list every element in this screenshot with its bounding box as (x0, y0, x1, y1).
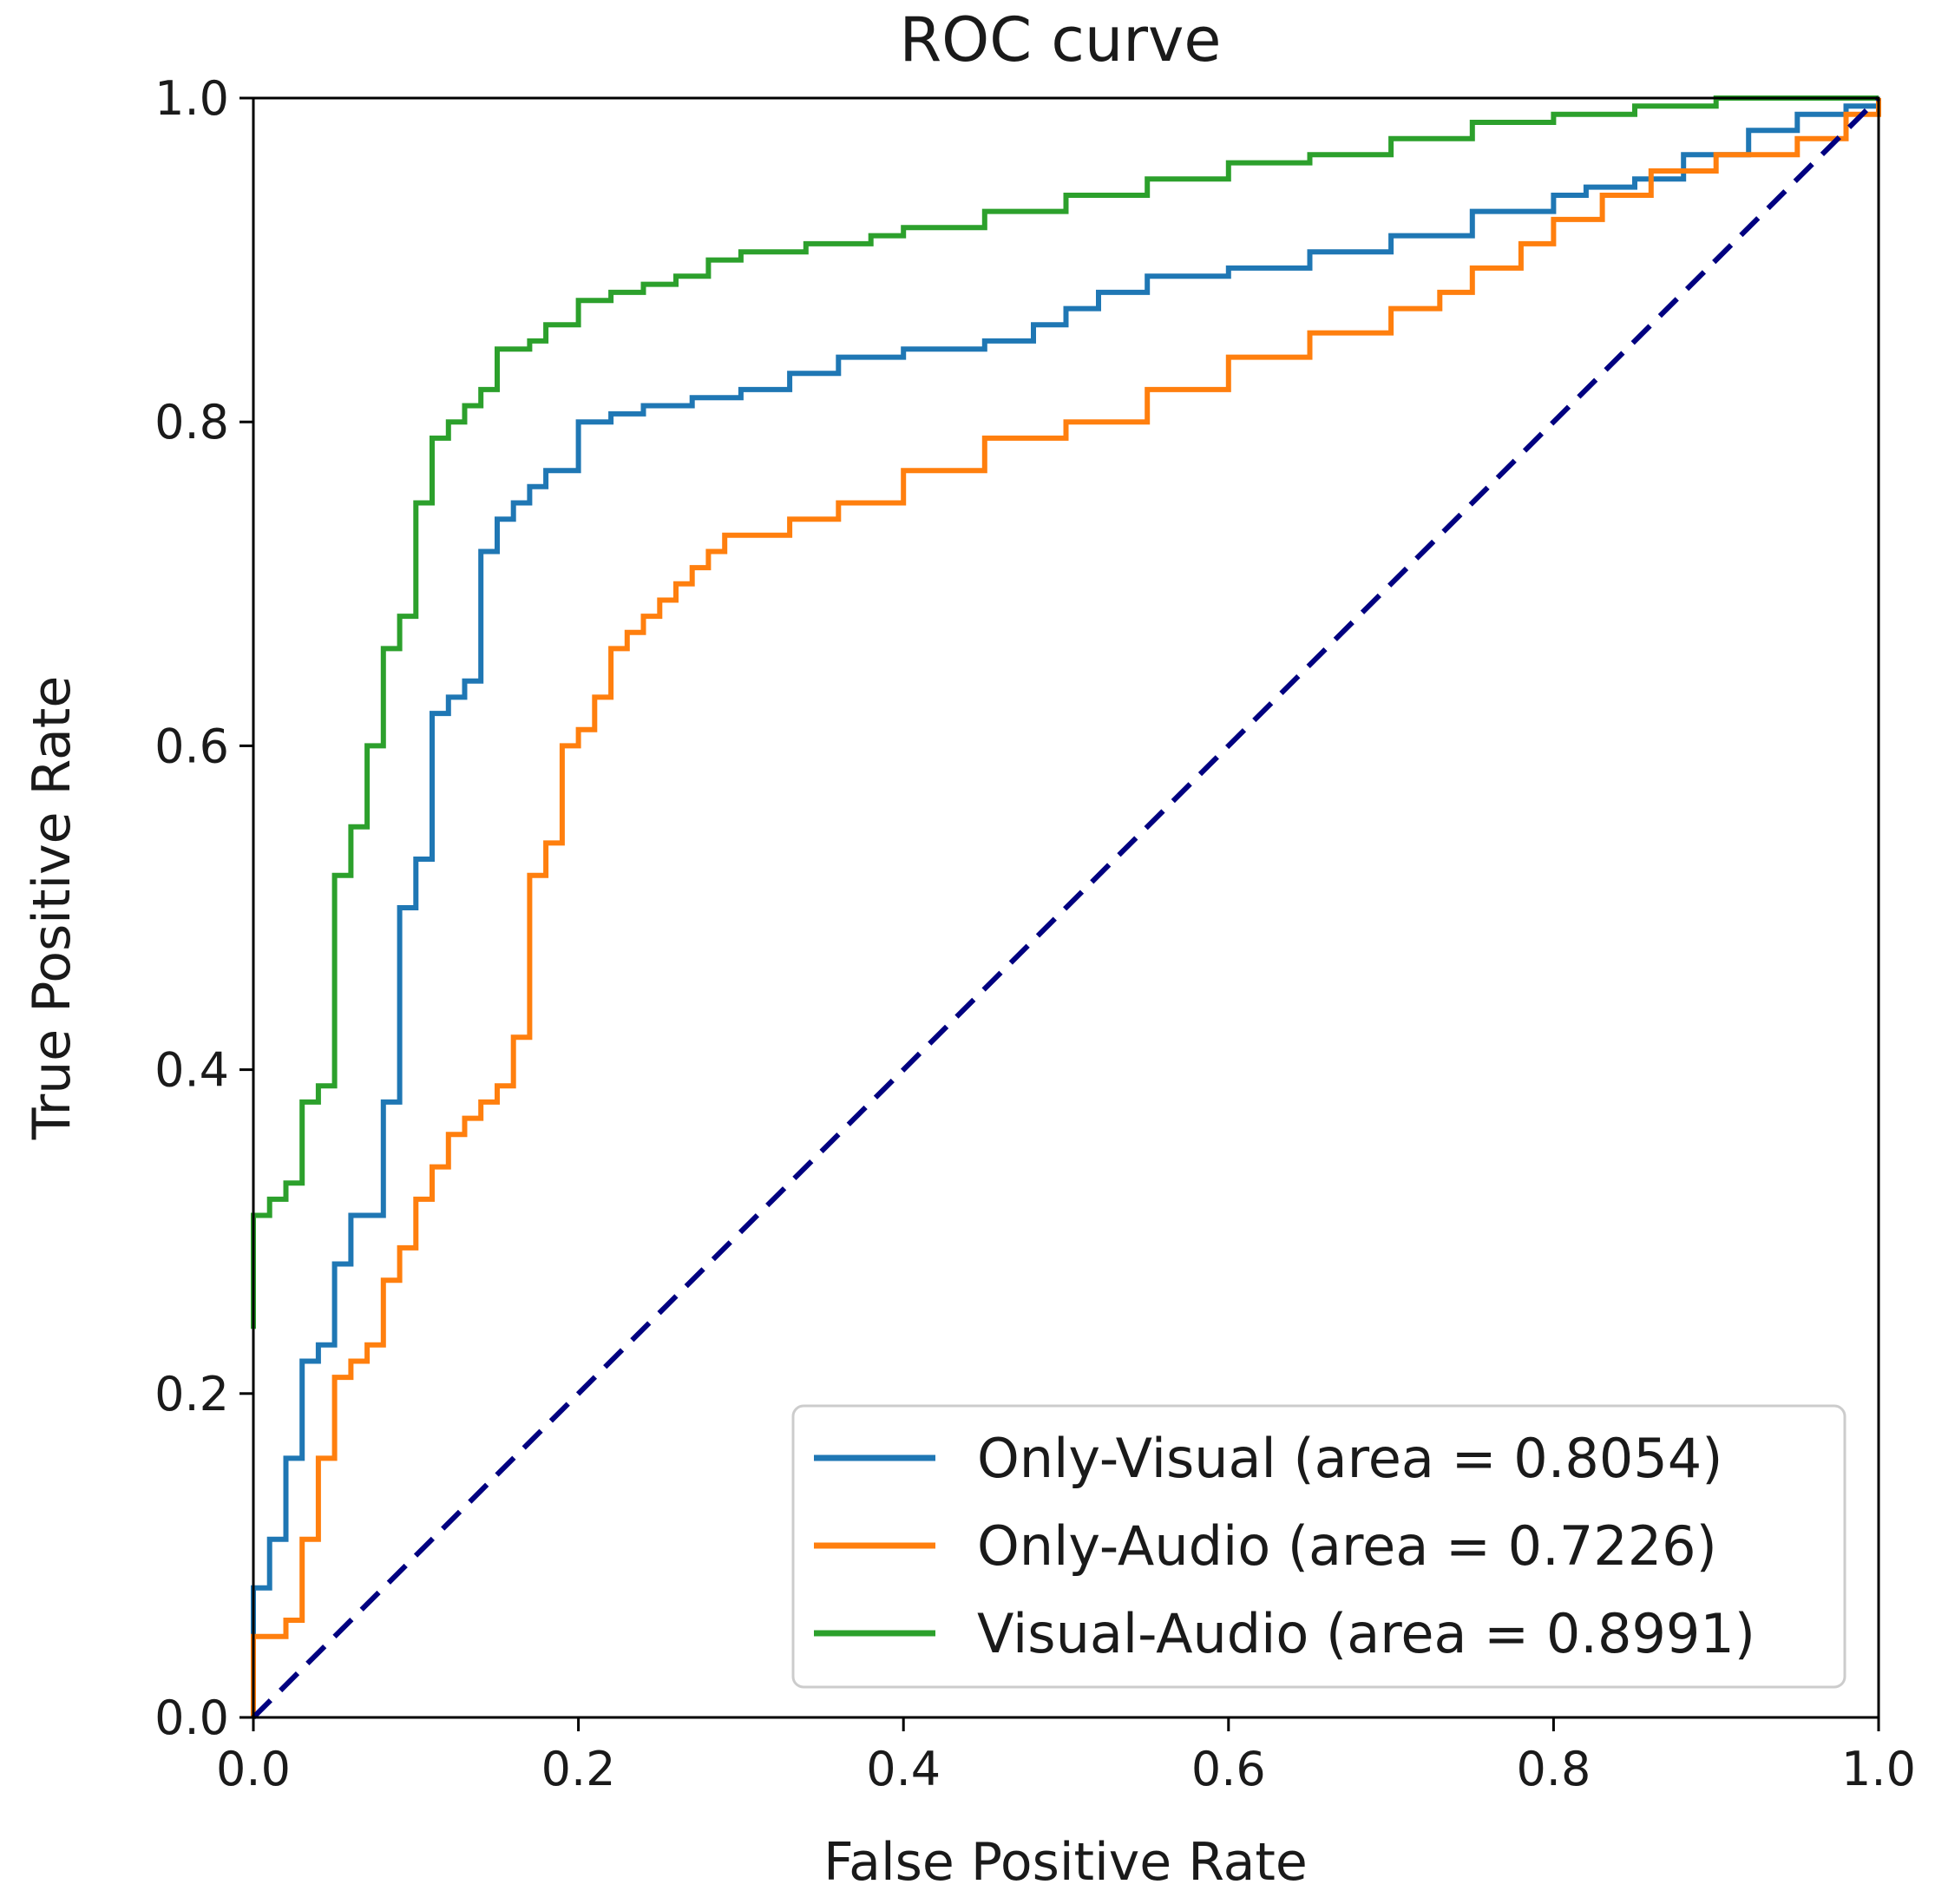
x-tick-label: 0.8 (1516, 1742, 1591, 1796)
y-tick-label: 0.0 (154, 1691, 229, 1745)
reference-diagonal-line (251, 95, 1881, 1720)
legend-box (791, 1404, 1846, 1689)
plot-area (251, 95, 1881, 1720)
x-tick-label: 0.6 (1191, 1742, 1266, 1796)
x-tick-label: 0.2 (541, 1742, 616, 1796)
x-axis-label: False Positive Rate (823, 1832, 1308, 1893)
series-line-2 (251, 95, 1879, 1330)
legend: Only-Visual (area = 0.8054) Only-Audio (a… (791, 1404, 1846, 1689)
y-axis-ticks: 0.0 0.2 0.4 0.6 0.8 1.0 (154, 71, 253, 1745)
y-tick-label: 0.8 (154, 395, 229, 450)
legend-label-0: Only-Visual (area = 0.8054) (977, 1427, 1722, 1490)
series-line-0 (251, 98, 1881, 1717)
y-tick-label: 0.2 (154, 1367, 229, 1421)
x-tick-label: 0.0 (216, 1742, 291, 1796)
x-tick-label: 1.0 (1841, 1742, 1916, 1796)
x-axis-ticks: 0.0 0.2 0.4 0.6 0.8 1.0 (216, 1717, 1916, 1796)
chart-title: ROC curve (900, 4, 1222, 76)
series-line-1 (251, 98, 1881, 1717)
y-tick-label: 1.0 (154, 71, 229, 126)
y-tick-label: 0.4 (154, 1043, 229, 1098)
series-layer (251, 95, 1881, 1720)
x-tick-label: 0.4 (866, 1742, 941, 1796)
y-tick-label: 0.6 (154, 719, 229, 773)
y-axis-label: True Positive Rate (22, 676, 82, 1140)
legend-label-1: Only-Audio (area = 0.7226) (977, 1514, 1717, 1578)
plot-frame (252, 96, 1880, 1719)
legend-items: Only-Visual (area = 0.8054) Only-Audio (a… (814, 1427, 1755, 1665)
legend-label-2: Visual-Audio (area = 0.8991) (977, 1602, 1755, 1665)
